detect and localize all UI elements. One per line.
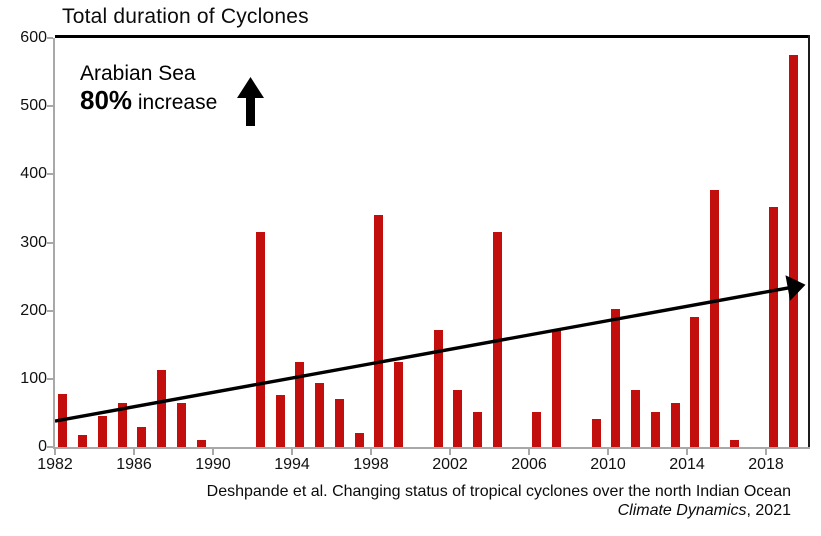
bar-1988 xyxy=(176,403,186,447)
bar-1983 xyxy=(78,435,88,447)
y-axis-line xyxy=(53,38,55,447)
plot-top-border xyxy=(55,35,808,38)
chart-title: Total duration of Cyclones xyxy=(62,5,309,28)
bar-2002 xyxy=(453,390,463,447)
x-tickmark-1994 xyxy=(291,449,293,455)
y-tickmark-500 xyxy=(47,105,53,108)
bar-2007 xyxy=(552,330,562,447)
annotation: Arabian Sea 80% increase xyxy=(80,62,217,116)
up-arrow-icon xyxy=(237,77,264,126)
citation: Deshpande et al. Changing status of trop… xyxy=(207,482,791,520)
citation-line2: Climate Dynamics, 2021 xyxy=(207,501,791,520)
bar-1992 xyxy=(255,232,265,447)
bar-2013 xyxy=(670,403,680,447)
bar-1989 xyxy=(196,440,206,447)
x-tick-label-1998: 1998 xyxy=(353,456,389,473)
x-tick-label-1994: 1994 xyxy=(274,456,310,473)
annotation-stat-line: 80% increase xyxy=(80,85,218,116)
y-tickmark-300 xyxy=(47,241,53,244)
x-tick-label-1990: 1990 xyxy=(195,456,231,473)
bar-2014 xyxy=(690,317,700,447)
bar-2019 xyxy=(789,55,799,447)
x-tickmark-2018 xyxy=(765,449,767,455)
x-tickmark-2010 xyxy=(607,449,609,455)
bar-1998 xyxy=(374,215,384,447)
bar-2004 xyxy=(492,232,502,447)
x-tickmark-1986 xyxy=(133,449,135,455)
bar-2001 xyxy=(433,330,443,447)
x-tick-label-1986: 1986 xyxy=(116,456,152,473)
bar-2015 xyxy=(710,190,720,447)
bar-1997 xyxy=(354,433,364,447)
x-tickmark-1998 xyxy=(370,449,372,455)
annotation-stat-suffix: increase xyxy=(132,91,218,115)
bar-1984 xyxy=(97,416,107,447)
bar-1986 xyxy=(137,427,147,447)
y-tick-label-400: 400 xyxy=(20,165,47,183)
x-tick-label-1982: 1982 xyxy=(37,456,73,473)
citation-year: , 2021 xyxy=(746,502,791,519)
y-tickmark-600 xyxy=(47,37,53,39)
bar-1999 xyxy=(394,362,404,447)
bar-2009 xyxy=(591,419,601,447)
citation-journal: Climate Dynamics xyxy=(617,502,747,519)
x-tick-label-2002: 2002 xyxy=(432,456,468,473)
bar-1995 xyxy=(315,383,325,447)
bar-2016 xyxy=(729,440,739,447)
x-tickmark-2014 xyxy=(686,449,688,455)
bar-2012 xyxy=(650,412,660,447)
bar-1982 xyxy=(58,394,68,447)
y-tick-label-0: 0 xyxy=(38,438,47,455)
y-tick-label-300: 300 xyxy=(20,233,47,251)
bar-1994 xyxy=(295,362,305,447)
citation-line1: Deshpande et al. Changing status of trop… xyxy=(206,483,791,500)
bar-1993 xyxy=(275,395,285,447)
x-tickmark-2006 xyxy=(528,449,530,455)
bar-2006 xyxy=(532,412,542,447)
y-tick-label-200: 200 xyxy=(20,301,47,319)
y-tickmark-100 xyxy=(47,377,53,380)
x-tickmark-1990 xyxy=(212,449,214,455)
annotation-region-label: Arabian Sea xyxy=(80,62,196,85)
annotation-stat: 80% xyxy=(80,85,133,116)
bar-2011 xyxy=(631,390,641,447)
x-tick-label-2018: 2018 xyxy=(748,456,784,473)
bar-2010 xyxy=(611,309,621,447)
x-tickmark-2002 xyxy=(449,449,451,455)
y-tick-label-600: 600 xyxy=(20,29,47,46)
bar-2018 xyxy=(769,207,779,447)
bar-1985 xyxy=(117,403,127,447)
bar-1987 xyxy=(157,370,167,447)
x-axis-line xyxy=(53,447,810,449)
y-tick-label-500: 500 xyxy=(20,97,47,115)
y-tickmark-0 xyxy=(47,446,53,448)
plot-right-border xyxy=(808,35,810,449)
x-tick-label-2006: 2006 xyxy=(511,456,547,473)
x-tickmark-1982 xyxy=(54,449,56,455)
bar-1996 xyxy=(334,399,344,447)
y-tick-label-100: 100 xyxy=(20,369,47,387)
x-tick-label-2014: 2014 xyxy=(669,456,705,473)
x-tick-label-2010: 2010 xyxy=(590,456,626,473)
bar-2003 xyxy=(473,412,483,447)
y-tickmark-400 xyxy=(47,173,53,176)
y-tickmark-200 xyxy=(47,309,53,312)
